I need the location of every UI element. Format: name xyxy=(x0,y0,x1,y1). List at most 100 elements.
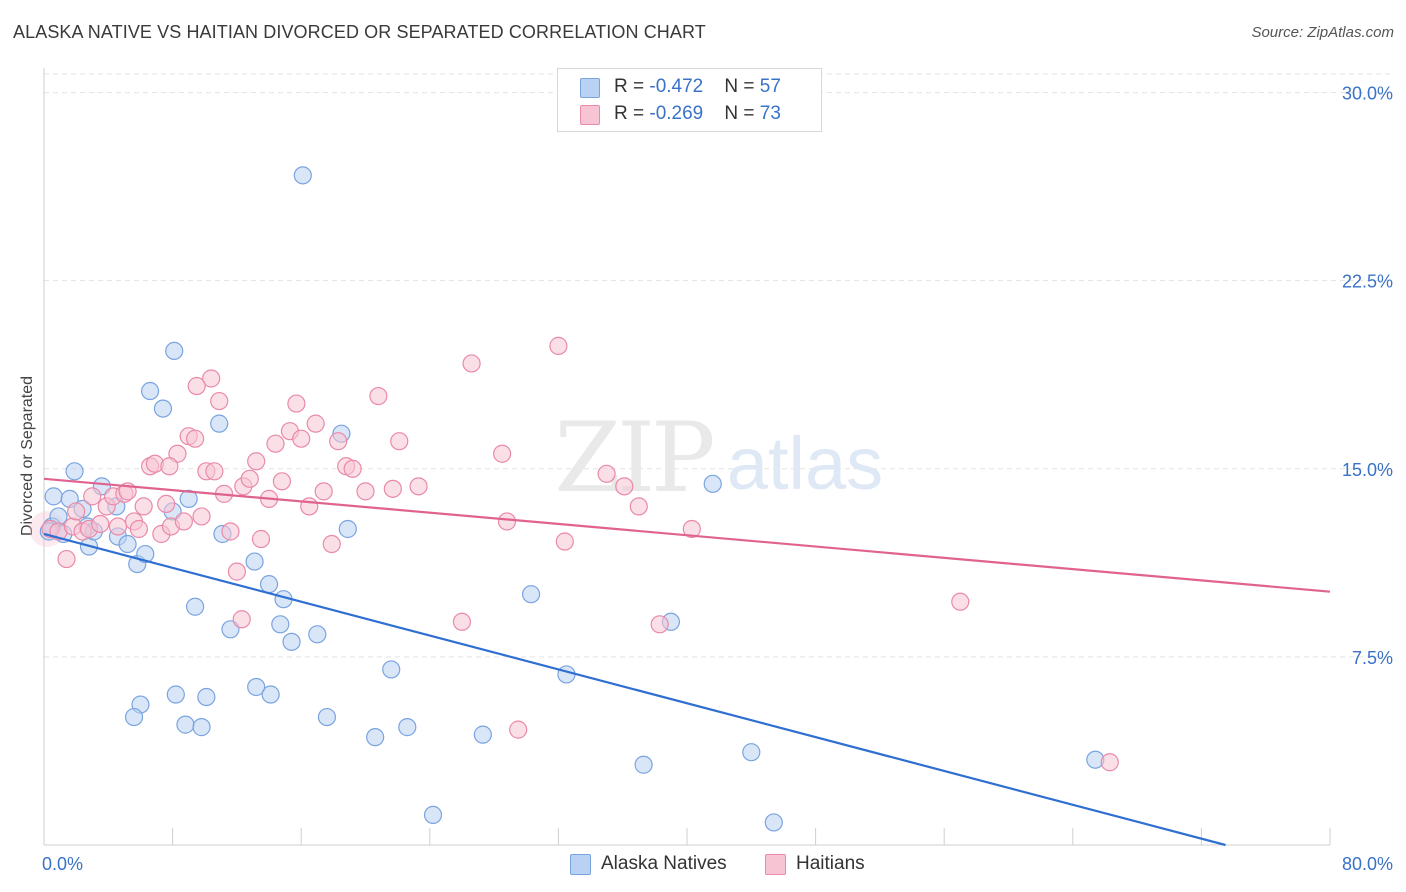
x-tick-label-end: 80.0% xyxy=(1342,854,1393,874)
haitian-point-68 xyxy=(83,487,102,506)
haitian-point-70 xyxy=(232,610,251,629)
alaska-point-30 xyxy=(293,166,312,185)
haitian-point-26 xyxy=(202,369,221,388)
alaska-point-20 xyxy=(179,489,198,508)
haitian-r-value: -0.269 xyxy=(649,103,704,124)
trend-lines xyxy=(43,477,1331,847)
y-tick-label-1: 15.0% xyxy=(1342,460,1393,480)
alaska-point-36 xyxy=(166,685,185,704)
alaska-point-48 xyxy=(521,585,541,604)
alaska-n-label: N = xyxy=(724,76,760,97)
haitian-point-34 xyxy=(251,529,271,549)
haitian-point-23 xyxy=(186,429,205,448)
haitian-point-24 xyxy=(192,507,211,526)
y-tick-label-3: 30.0% xyxy=(1342,84,1393,104)
watermark: ZIP atlas xyxy=(554,402,883,514)
haitian-point-14 xyxy=(134,497,153,516)
alaska-point-50 xyxy=(634,755,653,774)
y-tick-label-0: 7.5% xyxy=(1352,648,1393,668)
haitian-point-18 xyxy=(157,494,176,513)
alaska-point-47 xyxy=(473,725,492,744)
haitian-point-36 xyxy=(266,434,285,453)
haitian-point-56 xyxy=(497,512,517,531)
alaska-point-39 xyxy=(197,687,216,707)
haitian-point-44 xyxy=(322,534,341,554)
alaska-legend-label: Alaska Natives xyxy=(601,853,727,874)
alaska-point-5 xyxy=(65,462,84,481)
haitian-stats: R = -0.269 N = 73 xyxy=(614,103,781,125)
alaska-point-38 xyxy=(192,718,211,737)
haitian-point-50 xyxy=(383,479,402,498)
haitian-point-30 xyxy=(227,562,246,581)
haitian-n-value: 73 xyxy=(759,103,781,124)
alaska-point-35 xyxy=(124,707,144,727)
legend-item-alaska[interactable]: Alaska Natives xyxy=(570,852,727,876)
haitian-point-58 xyxy=(549,336,568,355)
alaska-r-label: R = xyxy=(614,76,650,97)
alaska-point-49 xyxy=(557,665,576,684)
alaska-point-44 xyxy=(382,660,401,679)
haitian-point-65 xyxy=(951,592,970,611)
y-tick-label-2: 22.5% xyxy=(1342,272,1393,292)
alaska-point-46 xyxy=(423,805,443,825)
haitian-point-49 xyxy=(369,386,388,406)
alaska-point-43 xyxy=(366,728,385,747)
watermark-atlas: atlas xyxy=(727,422,883,505)
correlation-legend: R = -0.472 N = 57 R = -0.269 N = 73 xyxy=(557,68,822,132)
alaska-point-26 xyxy=(259,575,279,594)
alaska-point-33 xyxy=(338,519,357,539)
haitian-legend-swatch xyxy=(765,853,786,875)
haitian-swatch xyxy=(580,105,600,125)
haitian-point-9 xyxy=(108,517,128,536)
alaska-point-54 xyxy=(764,813,783,832)
haitian-point-39 xyxy=(287,394,306,413)
alaska-point-25 xyxy=(245,552,264,571)
haitian-point-60 xyxy=(597,464,616,483)
haitian-point-67 xyxy=(67,502,86,521)
haitian-point-72 xyxy=(160,457,179,476)
alaska-point-40 xyxy=(247,677,266,697)
alaska-point-15 xyxy=(136,544,155,564)
haitian-point-27 xyxy=(210,391,229,411)
haitian-point-6 xyxy=(91,514,110,534)
alaska-point-42 xyxy=(317,707,337,727)
axes xyxy=(43,68,1331,846)
haitian-point-40 xyxy=(292,429,311,448)
alaska-point-31 xyxy=(308,625,327,644)
x-tick-label-start: 0.0% xyxy=(42,854,83,874)
alaska-swatch xyxy=(580,78,600,98)
alaska-r-value: -0.472 xyxy=(649,76,704,97)
haitian-point-37 xyxy=(272,472,292,491)
haitian-point-45 xyxy=(329,432,348,451)
source-credit: Source: ZipAtlas.com xyxy=(1251,24,1394,41)
haitian-point-61 xyxy=(615,477,634,496)
haitian-point-43 xyxy=(314,482,333,501)
alaska-point-53 xyxy=(742,743,761,762)
haitian-point-32 xyxy=(240,469,259,488)
alaska-point-41 xyxy=(261,685,280,704)
alaska-point-27 xyxy=(271,615,290,634)
legend-item-haitian[interactable]: Haitians xyxy=(765,852,865,876)
haitian-point-64 xyxy=(682,519,701,539)
haitian-point-62 xyxy=(629,497,648,516)
alaska-n-value: 57 xyxy=(759,76,781,97)
haitian-point-52 xyxy=(409,477,428,496)
chart-title: ALASKA NATIVE VS HAITIAN DIVORCED OR SEP… xyxy=(13,22,706,42)
alaska-legend-swatch xyxy=(570,853,591,875)
haitian-n-label: N = xyxy=(724,103,760,124)
haitian-point-47 xyxy=(343,459,362,478)
haitian-point-33 xyxy=(247,452,266,471)
haitian-point-53 xyxy=(452,612,472,631)
haitian-point-29 xyxy=(221,522,240,541)
alaska-point-21 xyxy=(186,597,205,616)
haitian-point-63 xyxy=(650,615,669,634)
alaska-point-16 xyxy=(140,381,160,401)
series-legend: Alaska Natives Haitians xyxy=(0,852,1406,876)
haitian-point-55 xyxy=(493,444,512,463)
haitian-point-54 xyxy=(462,354,481,373)
haitian-point-42 xyxy=(306,414,325,433)
grid-lines xyxy=(44,73,1393,658)
haitian-point-13 xyxy=(129,519,148,539)
haitian-trend-line xyxy=(43,477,1331,593)
alaska-point-17 xyxy=(153,399,173,418)
